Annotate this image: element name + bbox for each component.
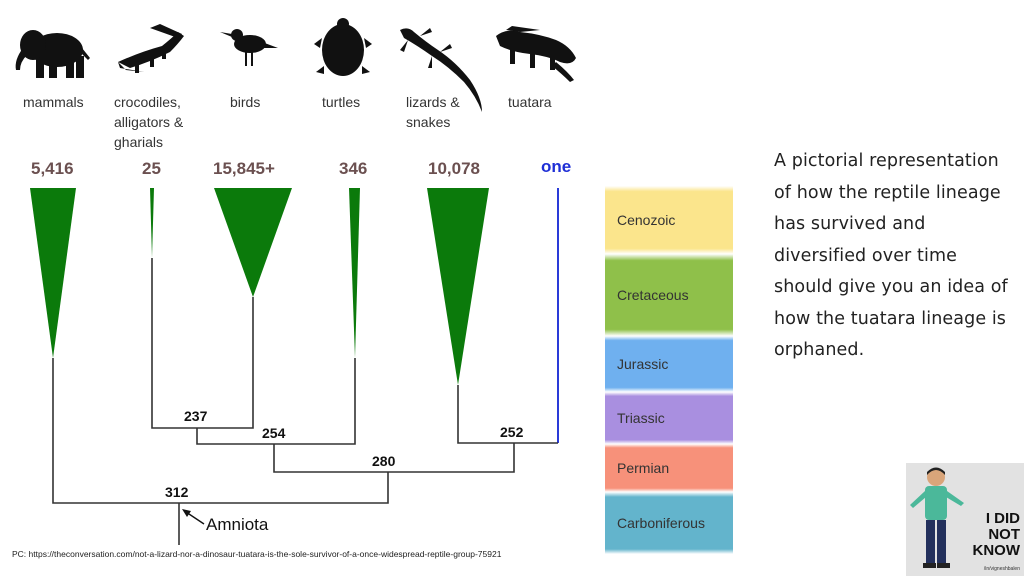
node-312: 312 <box>165 484 189 500</box>
group-label-lizards: lizards & snakes <box>406 94 460 130</box>
group-label-birds: birds <box>230 94 261 110</box>
elephant-icon <box>15 30 90 78</box>
turtle-icon <box>314 18 372 76</box>
count-birds: 15,845+ <box>213 159 275 178</box>
era-cenozoic: Cenozoic <box>605 186 733 254</box>
photo-credit: PC: https://theconversation.com/not-a-li… <box>12 549 502 559</box>
era-cretaceous: Cretaceous <box>605 254 733 336</box>
tree-branches <box>52 258 558 545</box>
count-lizards: 10,078 <box>428 159 480 178</box>
lizards-lineage <box>427 188 489 385</box>
presenter-avatar-icon <box>910 467 964 568</box>
crocodile-icon <box>118 24 184 73</box>
tuatara-icon <box>496 26 576 82</box>
description-text: A pictorial representation of how the re… <box>774 151 1008 360</box>
crocodiles-lineage <box>150 188 154 258</box>
era-jurassic: Jurassic <box>605 336 733 392</box>
amniota-label: Amniota <box>206 515 269 534</box>
node-254: 254 <box>262 425 286 441</box>
phylogenetic-tree <box>15 18 576 545</box>
era-carboniferous: Carboniferous <box>605 492 733 554</box>
era-label: Cenozoic <box>617 212 676 228</box>
group-label-crocodiles: crocodiles, alligators & gharials <box>114 94 184 150</box>
count-tuatara: one <box>541 157 572 176</box>
era-label: Permian <box>617 460 670 476</box>
birds-lineage <box>214 188 292 297</box>
era-permian: Permian <box>605 444 733 492</box>
mammals-lineage <box>30 188 76 358</box>
lizard-icon <box>400 28 482 112</box>
group-label-tuatara: tuatara <box>508 94 552 110</box>
group-label-mammals: mammals <box>23 94 84 110</box>
bird-icon <box>220 29 278 66</box>
turtles-lineage <box>349 188 360 358</box>
logo-handle: /in/vigneshbalen <box>983 566 1020 572</box>
node-280: 280 <box>372 453 396 469</box>
node-237: 237 <box>184 408 208 424</box>
node-252: 252 <box>500 424 524 440</box>
era-label: Triassic <box>617 410 665 426</box>
era-label: Cretaceous <box>617 287 689 303</box>
count-crocodiles: 25 <box>142 159 161 178</box>
count-turtles: 346 <box>339 159 368 178</box>
logo-text: I DID NOT KNOW <box>972 510 1021 559</box>
era-label: Jurassic <box>617 356 669 372</box>
brand-logo: I DID NOT KNOW /in/vigneshbalen <box>906 463 1024 576</box>
count-mammals: 5,416 <box>31 159 74 178</box>
era-triassic: Triassic <box>605 392 733 444</box>
group-label-turtles: turtles <box>322 94 361 110</box>
era-label: Carboniferous <box>617 515 705 531</box>
amniota-arrow <box>182 509 205 525</box>
